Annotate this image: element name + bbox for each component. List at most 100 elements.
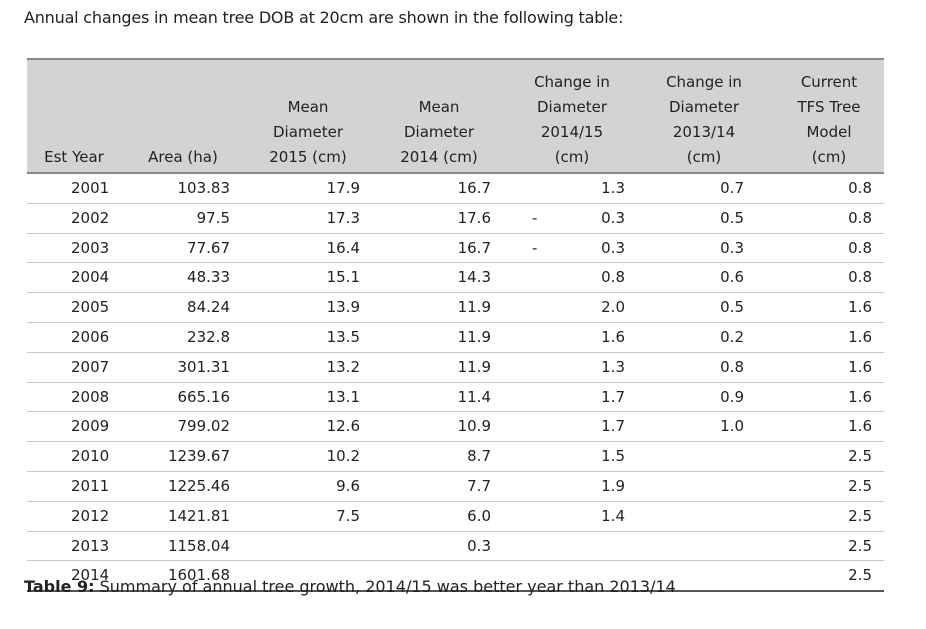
cell-change-2013-14: 0.6 [720,268,744,287]
cell-tfs-model: 1.6 [848,387,872,406]
table-row: 2003 77.67 16.4 16.7 - 0.3 0.3 0.8 [27,234,884,264]
cell-change-2013-14: 0.5 [720,298,744,317]
header-change-2013-14: Change in Diameter 2013/14 (cm) [666,73,742,166]
header-tfs-model: Current TFS Tree Model (cm) [797,73,861,166]
cell-area: 1421.81 [167,506,230,525]
table-body: 2001 103.83 17.9 16.7 1.3 0.7 0.8 2002 97.5 17.3 1… [27,174,884,593]
cell-change-2013-14: 1.0 [720,417,744,436]
table-row: 2005 84.24 13.9 11.9 2.0 0.5 1.6 [27,293,884,323]
cell-area: 97.5 [196,208,230,227]
cell-area: 665.16 [177,387,231,406]
cell-area: 103.83 [177,179,231,197]
cell-change-2014-15: 1.5 [601,447,625,466]
cell-tfs-model: 1.6 [848,357,872,376]
cell-diameter-2015: 13.9 [326,298,360,317]
cell-area: 48.33 [187,268,230,287]
cell-tfs-model: 0.8 [848,238,872,257]
cell-change-2013-14: 0.9 [720,387,744,406]
caption-text: Summary of annual tree growth, 2014/15 w… [94,577,676,596]
cell-est-year: 2002 [71,208,110,227]
table-row: 2008 665.16 13.1 11.4 1.7 0.9 1.6 [27,383,884,413]
cell-area: 799.02 [177,417,231,436]
cell-tfs-model: 1.6 [848,298,872,317]
header-change-2014-15: Change in Diameter 2014/15 (cm) [534,73,610,166]
table-row: 2013 1158.04 0.3 2.5 [27,532,884,562]
header-est-year: Est Year [44,148,104,166]
cell-tfs-model: 1.6 [848,327,872,346]
cell-diameter-2015: 9.6 [336,476,360,495]
cell-tfs-model: 1.6 [848,417,872,436]
cell-change-2014-15: 0.3 [601,238,625,257]
cell-area: 84.24 [187,298,230,317]
cell-tfs-model: 2.5 [848,506,872,525]
cell-diameter-2014: 14.3 [457,268,491,287]
cell-change-2013-14: 0.7 [720,179,744,197]
cell-change-2013-14: 0.5 [720,208,744,227]
cell-change-2014-15: 2.0 [601,298,625,317]
header-diameter-2014: Mean Diameter 2014 (cm) [400,98,478,166]
cell-change-2014-15: 1.3 [601,357,625,376]
cell-change-2014-15: 1.7 [601,387,625,406]
cell-diameter-2014: 11.4 [457,387,491,406]
cell-tfs-model: 2.5 [848,536,872,555]
cell-area: 301.31 [177,357,231,376]
cell-diameter-2014: 0.3 [467,536,491,555]
cell-diameter-2014: 16.7 [457,238,491,257]
intro-text: Annual changes in mean tree DOB at 20cm … [24,8,624,27]
table-row: 2006 232.8 13.5 11.9 1.6 0.2 1.6 [27,323,884,353]
cell-area: 1239.67 [167,447,230,466]
cell-diameter-2014: 11.9 [457,298,491,317]
cell-est-year: 2010 [71,447,110,466]
cell-tfs-model: 2.5 [848,476,872,495]
cell-est-year: 2008 [71,387,110,406]
cell-est-year: 2009 [71,417,110,436]
header-area: Area (ha) [148,148,218,166]
cell-change-2014-15: 1.9 [601,476,625,495]
cell-change-2014-15: 1.3 [601,179,625,197]
cell-change-2014-15: 1.7 [601,417,625,436]
cell-change-2014-15: 1.4 [601,506,625,525]
cell-est-year: 2011 [71,476,110,495]
cell-tfs-model: 0.8 [848,268,872,287]
cell-diameter-2015: 15.1 [326,268,360,287]
cell-change-2014-15: 1.6 [601,327,625,346]
table-row: 2007 301.31 13.2 11.9 1.3 0.8 1.6 [27,353,884,383]
cell-diameter-2014: 8.7 [467,447,491,466]
cell-tfs-model: 0.8 [848,179,872,197]
cell-diameter-2015: 10.2 [326,447,360,466]
cell-est-year: 2006 [71,327,110,346]
cell-diameter-2014: 10.9 [457,417,491,436]
cell-area: 1225.46 [167,476,230,495]
table-header: Est Year Area (ha) Mean Diameter 2015 (c… [27,58,884,174]
cell-diameter-2014: 7.7 [467,476,491,495]
cell-est-year: 2004 [71,268,110,287]
cell-diameter-2015: 12.6 [326,417,360,436]
cell-diameter-2015: 16.4 [326,238,360,257]
cell-est-year: 2012 [71,506,110,525]
cell-diameter-2015: 13.5 [326,327,360,346]
cell-est-year: 2001 [71,179,110,197]
cell-negative-sign: - [532,238,538,257]
cell-tfs-model: 2.5 [848,447,872,466]
cell-est-year: 2013 [71,536,110,555]
table-row: 2010 1239.67 10.2 8.7 1.5 2.5 [27,442,884,472]
cell-change-2014-15: 0.3 [601,208,625,227]
caption-label: Table 9: [24,577,95,596]
table-row: 2011 1225.46 9.6 7.7 1.9 2.5 [27,472,884,502]
cell-change-2013-14: 0.8 [720,357,744,376]
cell-diameter-2015: 7.5 [336,506,360,525]
cell-est-year: 2003 [71,238,110,257]
table-row: 2009 799.02 12.6 10.9 1.7 1.0 1.6 [27,412,884,443]
cell-change-2013-14: 0.2 [720,327,744,346]
cell-negative-sign: - [532,208,538,227]
cell-diameter-2014: 11.9 [457,357,491,376]
cell-area: 1158.04 [167,536,230,555]
cell-change-2013-14: 0.3 [720,238,744,257]
cell-area: 232.8 [187,327,230,346]
cell-tfs-model: 2.5 [848,566,872,585]
table-row: 2012 1421.81 7.5 6.0 1.4 2.5 [27,502,884,532]
table-row: 2004 48.33 15.1 14.3 0.8 0.6 0.8 [27,263,884,294]
cell-diameter-2015: 13.2 [326,357,360,376]
cell-est-year: 2007 [71,357,110,376]
cell-diameter-2014: 17.6 [457,208,491,227]
